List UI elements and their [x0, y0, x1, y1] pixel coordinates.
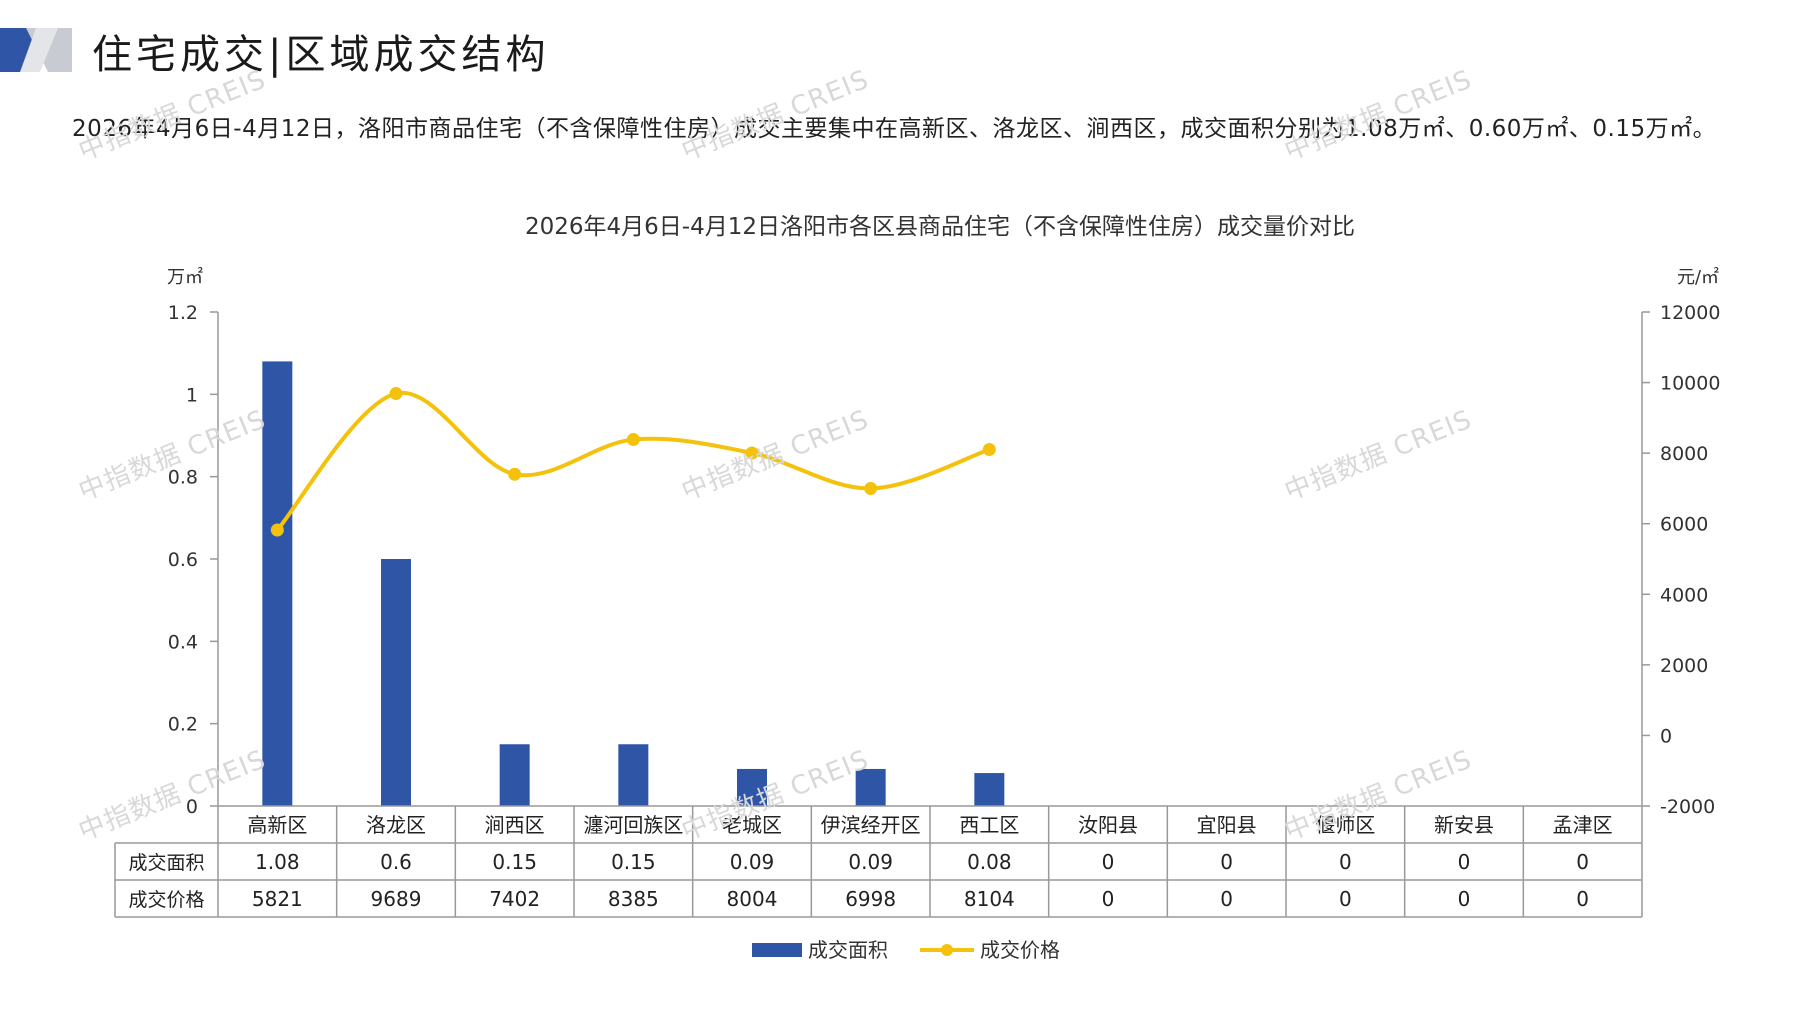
page-title: 住宅成交|区域成交结构 [92, 32, 550, 78]
x-tick-label: 涧西区 [485, 813, 545, 837]
y-right-tick-label: -2000 [1660, 796, 1715, 818]
data-label-price: 6998 [845, 887, 896, 911]
data-label-area: 0.15 [492, 850, 537, 874]
x-tick-label: 瀍河回族区 [583, 813, 683, 837]
x-tick-label: 洛龙区 [366, 813, 426, 837]
data-label-price: 0 [1576, 887, 1589, 911]
table-row-header-area: 成交面积 [128, 852, 204, 874]
y-right-unit: 元/㎡ [1677, 266, 1719, 288]
data-label-area: 0.15 [611, 850, 656, 874]
y-left-tick-label: 0.4 [168, 631, 198, 653]
table-row-header-price: 成交价格 [128, 889, 204, 911]
bar-5 [737, 768, 767, 806]
bar-3 [499, 744, 530, 806]
x-tick-label: 孟津区 [1553, 813, 1613, 837]
price-point-4 [626, 433, 640, 447]
data-label-price: 0 [1102, 887, 1115, 911]
data-label-area: 0.08 [967, 850, 1012, 874]
y-right-tick-label: 0 [1660, 725, 1672, 747]
data-label-area: 0 [1576, 850, 1589, 874]
y-right-tick-label: 12000 [1660, 302, 1720, 324]
y-right-tick-label: 10000 [1660, 373, 1720, 395]
y-left-tick-label: 1 [186, 384, 198, 406]
legend-label-price: 成交价格 [980, 938, 1060, 962]
price-point-6 [864, 481, 878, 495]
y-left-tick-label: 0 [186, 796, 198, 818]
x-tick-label: 伊滨经开区 [821, 813, 921, 837]
price-point-1 [270, 523, 284, 537]
x-tick-label: 宜阳县 [1197, 813, 1257, 837]
x-tick-label: 偃师区 [1315, 813, 1375, 837]
x-tick-label: 西工区 [959, 813, 1019, 837]
x-tick-label: 高新区 [247, 813, 307, 837]
data-label-price: 5821 [252, 887, 303, 911]
y-left-tick-label: 0.2 [168, 714, 198, 736]
bar-6 [855, 768, 886, 806]
chart-title: 2026年4月6日-4月12日洛阳市各区县商品住宅（不含保障性住房）成交量价对比 [525, 214, 1355, 240]
data-label-price: 8385 [608, 887, 659, 911]
bar-1 [262, 361, 293, 806]
data-label-price: 7402 [489, 887, 540, 911]
x-tick-label: 汝阳县 [1078, 813, 1138, 837]
x-tick-label: 老城区 [722, 813, 782, 837]
price-point-3 [508, 467, 522, 481]
y-left-unit: 万㎡ [167, 266, 203, 288]
summary-text: 2026年4月6日-4月12日，洛阳市商品住宅（不含保障性住房）成交主要集中在高… [72, 116, 1717, 142]
data-label-area: 0.6 [380, 850, 412, 874]
price-line [275, 390, 990, 532]
data-label-area: 0 [1339, 850, 1352, 874]
price-point-2 [389, 387, 403, 401]
x-tick-label: 新安县 [1434, 813, 1494, 837]
y-right-tick-label: 2000 [1660, 655, 1708, 677]
y-right-tick-label: 6000 [1660, 514, 1708, 536]
data-label-price: 8104 [964, 887, 1015, 911]
y-left-tick-label: 0.6 [168, 549, 198, 571]
bar-2 [381, 559, 411, 806]
data-label-area: 1.08 [255, 850, 300, 874]
data-label-area: 0 [1458, 850, 1471, 874]
legend-label-area: 成交面积 [808, 938, 888, 962]
legend-marker-price [941, 944, 953, 956]
data-label-price: 0 [1220, 887, 1233, 911]
y-left-tick-label: 0.8 [168, 467, 198, 489]
data-label-price: 0 [1339, 887, 1352, 911]
price-point-5 [745, 446, 759, 460]
price-point-7 [982, 442, 996, 456]
legend-swatch-area [752, 943, 802, 957]
y-right-tick-label: 8000 [1660, 443, 1708, 465]
data-label-area: 0.09 [848, 850, 893, 874]
bar-7 [974, 773, 1005, 806]
y-right-tick-label: 4000 [1660, 584, 1708, 606]
data-label-price: 0 [1458, 887, 1471, 911]
brand-logo-icon [0, 28, 72, 72]
data-label-area: 0 [1102, 850, 1115, 874]
bar-4 [618, 744, 649, 806]
data-label-price: 9689 [371, 887, 422, 911]
data-label-area: 0 [1220, 850, 1233, 874]
y-left-tick-label: 1.2 [168, 302, 198, 324]
data-label-area: 0.09 [730, 850, 775, 874]
data-label-price: 8004 [727, 887, 778, 911]
